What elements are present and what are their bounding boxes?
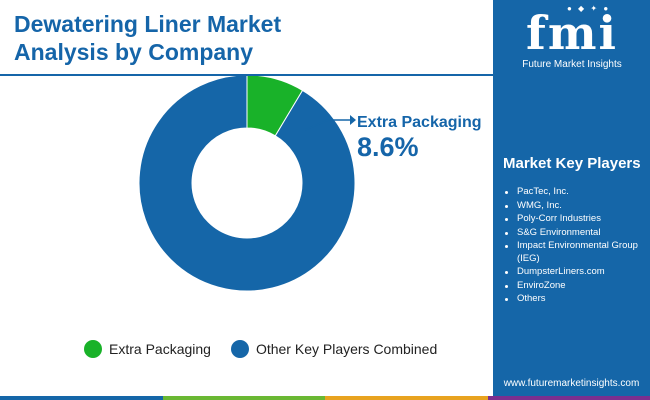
logo-icons: ● ◆ ✦ ● [567, 4, 611, 13]
legend-label: Extra Packaging [109, 341, 211, 357]
list-item: Poly-Corr Industries [503, 213, 643, 226]
list-item: S&G Environmental [503, 227, 643, 240]
donut-slice-other-key-players-combined [138, 76, 356, 292]
bottom-color-bar [0, 396, 650, 400]
website-link[interactable]: www.futuremarketinsights.com [503, 378, 640, 389]
header-divider [0, 74, 493, 76]
chart-title: Dewatering Liner Market Analysis by Comp… [14, 10, 281, 66]
legend-label: Other Key Players Combined [255, 341, 438, 357]
donut-chart [138, 76, 356, 292]
list-item: WMG, Inc. [503, 200, 643, 213]
logo-mark: fmi [526, 6, 618, 60]
callout-arrow [304, 115, 356, 131]
legend-item-extra-packaging: Extra Packaging [84, 340, 211, 358]
callout-label: Extra Packaging [357, 114, 482, 131]
sidebar: ● ◆ ✦ ● fmi Future Market Insights Marke… [493, 0, 650, 400]
players-list: PacTec, Inc. WMG, Inc. Poly-Corr Industr… [503, 186, 643, 307]
logo-text: Future Market Insights [522, 59, 622, 70]
callout-value: 8.6% [357, 132, 419, 162]
list-item: DumpsterLiners.com [503, 266, 643, 279]
fmi-logo: ● ◆ ✦ ● fmi Future Market Insights [509, 4, 635, 74]
legend-swatch-blue [230, 340, 249, 358]
callout-arrowhead [350, 115, 356, 125]
list-item: Others [503, 293, 643, 306]
chart-title-line-1: Dewatering Liner Market [14, 11, 282, 37]
bottom-bar-segment [325, 396, 488, 400]
bottom-bar-segment [162, 396, 325, 400]
legend-swatch-green [84, 340, 102, 358]
list-item: EnviroZone [503, 280, 643, 293]
list-item: PacTec, Inc. [503, 186, 643, 199]
donut-slices [138, 76, 356, 292]
bottom-bar-segment [487, 396, 650, 400]
callout-line [304, 119, 329, 131]
legend-item-other-key-players: Other Key Players Combined [230, 340, 438, 358]
bottom-bar-segment [0, 396, 163, 400]
chart-legend: Extra Packaging Other Key Players Combin… [84, 339, 457, 359]
chart-title-line-2: Analysis by Company [14, 39, 254, 65]
players-title: Market Key Players [503, 155, 641, 172]
list-item: Impact Environmental Group (IEG) [503, 240, 643, 265]
